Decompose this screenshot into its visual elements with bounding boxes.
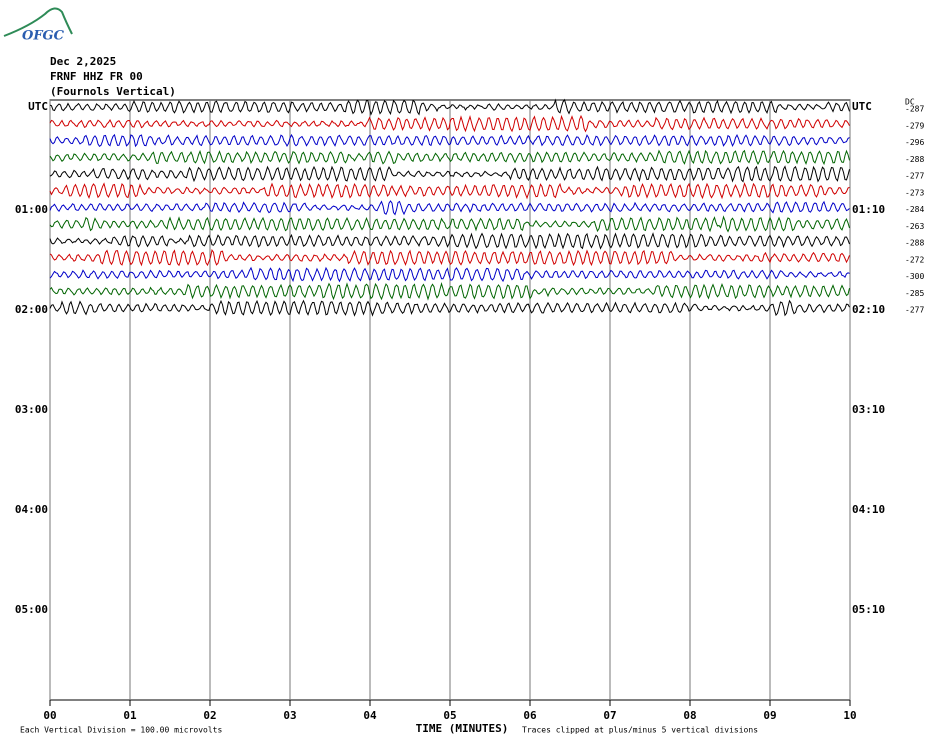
left-time-label: 03:00 [15,403,48,416]
x-tick-label: 08 [683,709,696,722]
dc-offset: -287 [905,105,924,114]
right-time-label: UTC [852,100,872,113]
x-tick-label: 02 [203,709,216,722]
x-axis-label: TIME (MINUTES) [416,722,509,735]
trace [49,200,850,216]
dc-offset: -272 [905,255,924,264]
right-time-label: 04:10 [852,503,885,516]
dc-offset: -288 [905,239,924,248]
description: (Fournols Vertical) [50,85,176,98]
dc-offset: -279 [905,121,924,130]
right-time-label: 02:10 [852,303,885,316]
dc-offset: -300 [905,272,924,281]
x-tick-label: 03 [283,709,296,722]
dc-label: DC [905,98,915,107]
right-time-label: 01:10 [852,203,885,216]
trace [49,299,850,317]
trace [49,266,850,283]
x-tick-label: 07 [603,709,616,722]
dc-offset: -263 [905,222,924,231]
left-time-label: 04:00 [15,503,48,516]
dc-offset: -288 [905,155,924,164]
logo-text: OFGC [22,29,65,44]
trace [49,249,850,267]
x-tick-label: 05 [443,709,456,722]
trace [49,182,850,200]
scale-note: Each Vertical Division = 100.00 microvol… [20,726,222,735]
trace [49,133,850,148]
x-tick-label: 01 [123,709,137,722]
trace [49,98,850,116]
right-time-label: 05:10 [852,603,885,616]
x-tick-label: 09 [763,709,776,722]
station: FRNF HHZ FR 00 [50,70,143,83]
x-tick-label: 06 [523,709,537,722]
dc-offset: -273 [905,188,924,197]
dc-offset: -296 [905,138,924,147]
trace [49,114,850,133]
left-time-label: 02:00 [15,303,48,316]
x-tick-label: 04 [363,709,377,722]
trace [49,282,850,301]
right-time-label: 03:10 [852,403,885,416]
trace [49,232,850,250]
trace [49,149,850,166]
left-time-label: 05:00 [15,603,48,616]
dc-offset: -277 [905,172,924,181]
dc-offset: -285 [905,289,924,298]
date: Dec 2,2025 [50,55,116,68]
clip-note: Traces clipped at plus/minus 5 vertical … [522,726,758,735]
trace [49,165,850,183]
x-tick-label: 00 [43,709,56,722]
x-tick-label: 10 [843,709,856,722]
trace [49,215,850,233]
left-time-label: 01:00 [15,203,48,216]
logo: OFGC [3,7,73,44]
dc-offset: -277 [905,306,924,315]
dc-offset: -284 [905,205,924,214]
left-time-label: UTC [28,100,48,113]
